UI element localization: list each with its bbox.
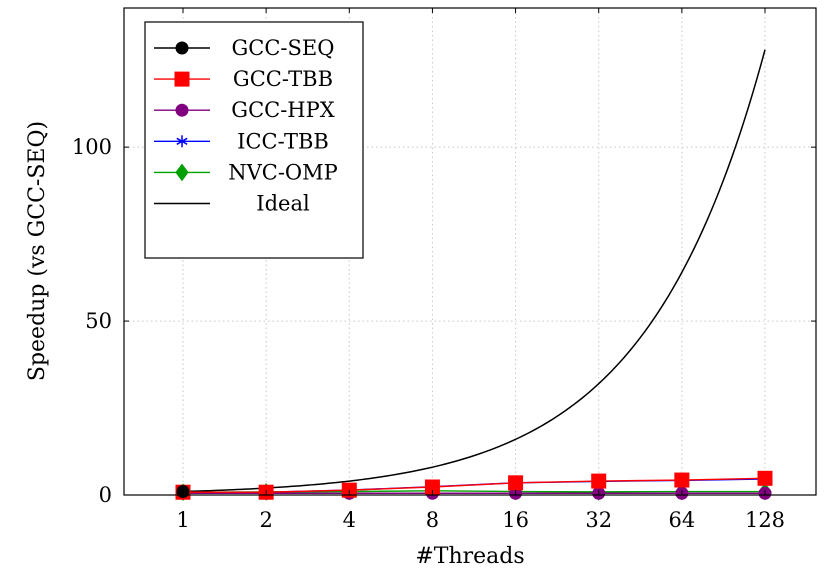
y-tick-label: 100 <box>72 135 112 159</box>
data-point-gcc-tbb <box>757 470 773 486</box>
series-line-gcc-tbb <box>183 477 766 493</box>
y-tick-labels: 0 50 100 <box>72 135 112 507</box>
axis-ticks <box>124 8 816 496</box>
legend-marker-nvc-omp <box>175 163 189 182</box>
y-tick-label: 0 <box>99 483 112 507</box>
x-tick-label: 16 <box>502 508 529 532</box>
data-point-gcc-tbb <box>674 472 690 488</box>
series-line-ideal <box>182 49 766 493</box>
legend-label-gcc-tbb: GCC-TBB <box>233 67 333 91</box>
x-tick-label: 1 <box>176 508 189 532</box>
x-tick-label: 32 <box>585 508 612 532</box>
x-tick-label: 8 <box>426 508 439 532</box>
x-axis-title: #Threads <box>415 544 524 569</box>
data-point-gcc-tbb <box>508 475 524 491</box>
legend-label-icc-tbb: ICC-TBB <box>237 129 329 153</box>
x-tick-label: 128 <box>745 508 785 532</box>
y-tick-label: 50 <box>85 309 112 333</box>
legend: GCC-SEQ GCC-TBB GCC-HPX ICC-TBB NVC-OMP Ideal <box>144 21 364 259</box>
legend-label-nvc-omp: NVC-OMP <box>228 160 338 184</box>
legend-marker-gcc-seq <box>175 41 189 55</box>
legend-marker-gcc-tbb <box>174 71 190 87</box>
data-point-gcc-tbb <box>591 473 607 489</box>
legend-marker-icc-tbb-stroke <box>176 137 188 145</box>
legend-label-gcc-hpx: GCC-HPX <box>231 98 334 122</box>
plot-frame <box>123 7 817 496</box>
legend-marker-gcc-hpx <box>175 103 189 117</box>
ideal-line-layer <box>182 49 766 493</box>
y-axis-title: Speedup (vs GCC-SEQ) <box>25 121 50 381</box>
legend-label-gcc-seq: GCC-SEQ <box>232 36 335 60</box>
legend-marker-icc-tbb <box>176 135 188 148</box>
x-tick-label: 64 <box>668 508 695 532</box>
legend-label-ideal: Ideal <box>256 192 310 216</box>
x-tick-labels: 1 2 4 8 16 32 64 128 <box>176 508 785 532</box>
x-tick-label: 4 <box>343 508 356 532</box>
x-tick-label: 2 <box>259 508 272 532</box>
series-layer <box>175 470 773 502</box>
